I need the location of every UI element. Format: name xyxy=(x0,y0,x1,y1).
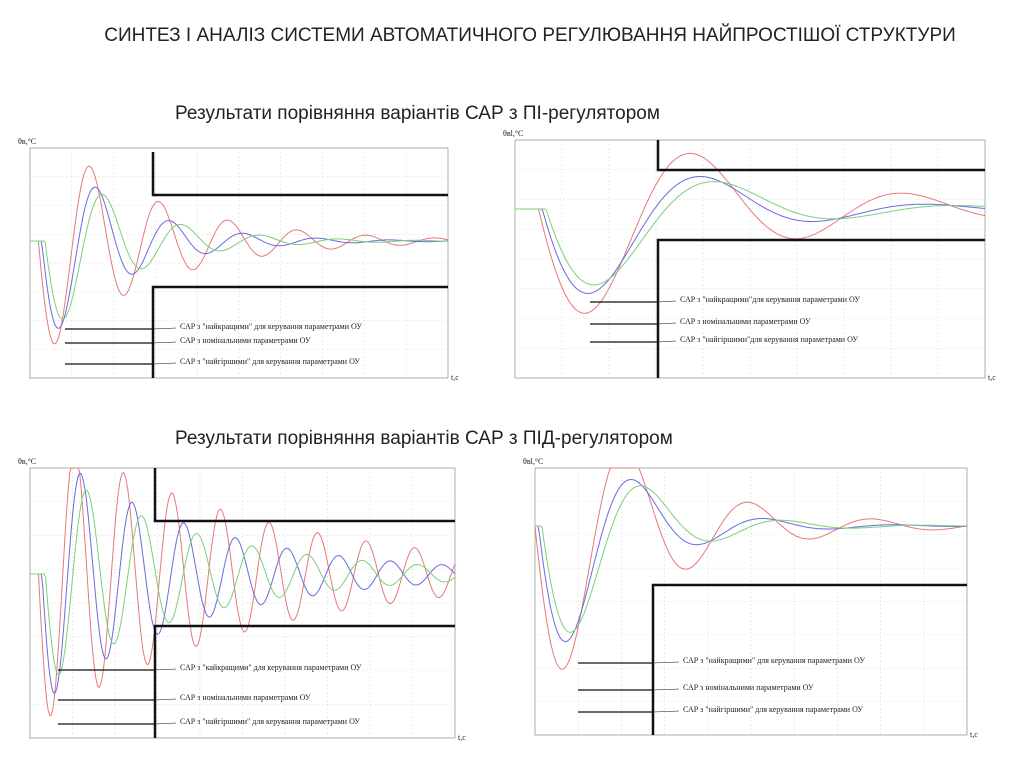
response-curve xyxy=(515,152,986,314)
annotation-label: САР з "найгіршими" для керування парамет… xyxy=(683,705,863,714)
annotation-line xyxy=(152,327,177,330)
annotation-label: САР з "найкращими" для керування парамет… xyxy=(683,656,865,665)
slide-title: СИНТЕЗ І АНАЛІЗ СИСТЕМИ АВТОМАТИЧНОГО РЕ… xyxy=(104,25,956,46)
response-curve xyxy=(515,176,986,294)
annotation-line xyxy=(152,362,177,365)
x-axis-label: t,c xyxy=(988,373,996,382)
y-axis-label: θв,°С xyxy=(18,137,36,146)
response-curve xyxy=(30,193,449,320)
response-curve xyxy=(30,472,456,695)
annotation-label: САР з "кайкращими" для керування парамет… xyxy=(180,663,362,672)
response-curve xyxy=(30,165,449,345)
section-heading: Результати порівняння варіантів САР з ПІ… xyxy=(175,428,673,449)
annotation-line xyxy=(154,668,177,671)
y-axis-label: θвl,°С xyxy=(503,129,523,138)
annotation-label: САР з "найгіршими"для керування параметр… xyxy=(680,335,858,344)
annotation-label: САР з номінальними параметрами ОУ xyxy=(180,336,311,345)
annotation-label: САР з "найгіршими" для керування парамет… xyxy=(180,357,360,366)
plot-frame xyxy=(514,139,986,379)
annotation-label: САР з "найкращими" для керування парамет… xyxy=(180,322,362,331)
annotation-label: САР з номінальними параметрами ОУ xyxy=(683,683,814,692)
annotation-label: САР з номінальними параметрами ОУ xyxy=(180,693,311,702)
annotation-line xyxy=(657,322,677,325)
response-curve xyxy=(30,489,456,676)
response-curve xyxy=(30,467,456,717)
annotation-line xyxy=(152,341,177,344)
x-axis-label: t,c xyxy=(458,733,466,742)
response-curve xyxy=(30,186,449,329)
annotation-line xyxy=(652,688,680,691)
annotation-line xyxy=(657,340,677,343)
annotation-label: САР з номінальними параметрами ОУ xyxy=(680,317,811,326)
x-axis-label: t,c xyxy=(451,373,459,382)
section-heading: Результати порівняння варіантів САР з ПІ… xyxy=(175,103,660,124)
annotation-line xyxy=(657,300,677,303)
response-curve xyxy=(535,478,967,643)
response-curve xyxy=(534,467,968,670)
y-axis-label: θвl,°С xyxy=(523,457,543,466)
boundary-line xyxy=(656,140,985,172)
boundary-line xyxy=(151,285,448,378)
x-axis-label: t,c xyxy=(970,730,978,739)
annotation-line xyxy=(154,698,177,701)
response-curve xyxy=(515,181,986,286)
annotation-label: САР з "найгіршими" для керування парамет… xyxy=(180,717,360,726)
boundary-line xyxy=(151,152,448,197)
annotation-line xyxy=(652,661,680,664)
boundary-line xyxy=(153,468,455,523)
annotation-line xyxy=(154,722,177,725)
annotation-line xyxy=(652,710,680,713)
response-curve xyxy=(535,485,967,633)
boundary-line xyxy=(651,583,967,735)
y-axis-label: θв,°С xyxy=(18,457,36,466)
annotation-label: САР з "найкращими"для керування параметр… xyxy=(680,295,860,304)
boundary-line xyxy=(153,624,455,738)
boundary-line xyxy=(656,238,985,378)
